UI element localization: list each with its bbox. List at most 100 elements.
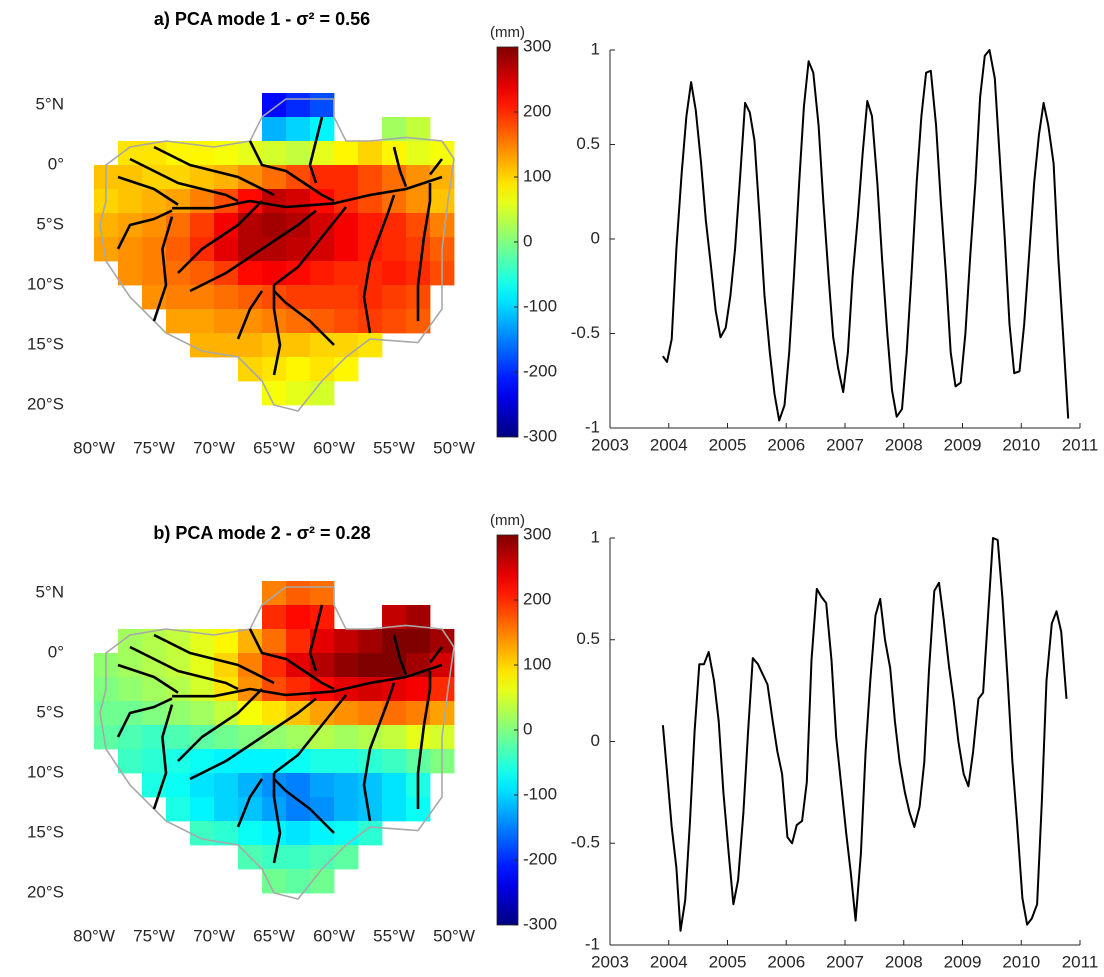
grid-cell [334,309,359,334]
x-tick-label: 2007 [826,952,864,971]
grid-cell [142,749,167,774]
grid-cell [166,285,191,310]
grid-cell [334,773,359,798]
grid-cell [286,189,311,214]
grid-cell [262,749,287,774]
grid-cell [382,285,407,310]
grid-cell [334,285,359,310]
grid-cell [286,581,311,606]
grid-cell [358,701,383,726]
grid-cell [358,141,383,166]
y-tick-label: 10°S [27,762,64,781]
grid-cell [430,213,455,238]
grid-cell [406,141,431,166]
y-tick-label: 0 [591,228,600,247]
x-tick-label: 75°W [133,926,175,945]
grid-cell [310,357,335,382]
x-tick-label: 70°W [193,438,235,457]
grid-cell [238,333,263,358]
grid-cell [382,629,407,654]
colorbar-tick-label: -200 [523,849,557,868]
x-tick-label: 2010 [1002,952,1040,971]
chart-title: b) PCA mode 2 - σ² = 0.28 [153,523,370,543]
y-tick-label: 0 [591,731,600,750]
colorbar-tick-label: 0 [523,719,532,738]
grid-cell [334,261,359,286]
grid-cell [142,701,167,726]
grid-cell [310,677,335,702]
grid-cell [238,261,263,286]
grid-cell [262,821,287,846]
grid-cell [262,261,287,286]
y-tick-label: 15°S [27,334,64,353]
colorbar-tick-label: 0 [523,231,532,250]
grid-cell [190,213,215,238]
grid-cell [286,117,311,142]
colorbar-tick-label: -300 [523,914,557,933]
grid-cell [142,213,167,238]
chart-title: a) PCA mode 1 - σ² = 0.56 [154,9,370,29]
grid-cell [238,629,263,654]
grid-cell [358,773,383,798]
grid-cell [166,797,191,822]
x-tick-label: 2003 [591,435,629,454]
grid-cell [262,869,287,894]
y-tick-label: 0.5 [576,134,600,153]
y-tick-label: 0.5 [576,629,600,648]
y-tick-label: 20°S [27,882,64,901]
grid-cell [190,189,215,214]
grid-cell [310,797,335,822]
grid-cell [238,141,263,166]
y-tick-label: 0° [48,154,64,173]
grid-cell [334,821,359,846]
grid-cell [430,701,455,726]
colorbar-tick-label: 200 [523,101,551,120]
x-tick-label: 2004 [650,435,688,454]
y-tick-label: -0.5 [571,323,600,342]
grid-cell [94,701,119,726]
x-tick-label: 2006 [767,952,805,971]
grid-cell [334,333,359,358]
grid-cell [166,725,191,750]
grid-cell [358,285,383,310]
grid-cell [214,285,239,310]
y-tick-label: -0.5 [571,833,600,852]
colorbar-tick-label: 300 [523,524,551,543]
grid-cell [358,165,383,190]
grid-cell [382,797,407,822]
x-tick-label: 2011 [1062,435,1099,454]
grid-cell [262,605,287,630]
grid-cell [238,749,263,774]
grid-cell [382,725,407,750]
y-tick-label: 10°S [27,274,64,293]
grid-cell [310,285,335,310]
grid-cell [238,653,263,678]
grid-cell [166,309,191,334]
grid-cell [310,237,335,262]
grid-cell [166,629,191,654]
grid-cell [406,189,431,214]
grid-cell [310,773,335,798]
grid-cell [286,677,311,702]
x-tick-label: 2010 [1002,435,1040,454]
grid-cell [358,213,383,238]
x-tick-label: 2004 [650,952,688,971]
grid-cell [286,605,311,630]
grid-cell [262,189,287,214]
grid-cell [190,333,215,358]
grid-cell [118,749,143,774]
y-tick-label: -1 [585,417,600,436]
x-tick-label: 65°W [253,438,295,457]
series-line [661,537,1068,932]
grid-cell [214,309,239,334]
grid-cell [166,189,191,214]
x-tick-label: 55°W [373,926,415,945]
grid-cell [118,189,143,214]
grid-cell [286,869,311,894]
grid-cell [262,333,287,358]
grid-cell [334,749,359,774]
y-tick-label: 5°S [36,702,64,721]
grid-cell [166,773,191,798]
colorbar-tick-label: 100 [523,654,551,673]
colorbar-tick-label: -200 [523,361,557,380]
